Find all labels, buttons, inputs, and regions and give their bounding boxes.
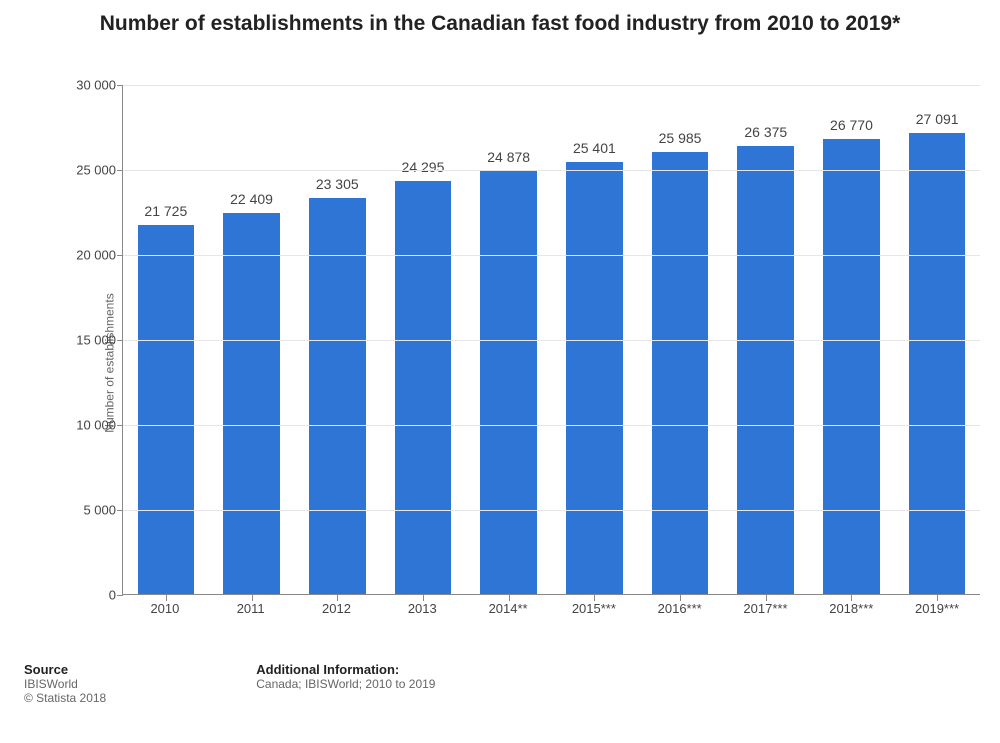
xtick-label: 2018*** (808, 601, 894, 616)
bar: 21 725 (138, 225, 195, 594)
bar: 26 375 (737, 146, 794, 594)
ytick-label: 10 000 (76, 418, 116, 433)
ytick-labels: 05 00010 00015 00020 00025 00030 000 (60, 85, 116, 595)
ytick-mark (117, 85, 123, 86)
gridline (123, 425, 980, 426)
ytick-mark (117, 170, 123, 171)
bar-value-label: 22 409 (230, 191, 273, 207)
ytick-mark (117, 510, 123, 511)
ytick-label: 20 000 (76, 248, 116, 263)
gridline (123, 510, 980, 511)
bar-value-label: 25 985 (659, 130, 702, 146)
gridline (123, 340, 980, 341)
ytick-mark (117, 255, 123, 256)
xtick-label: 2015*** (551, 601, 637, 616)
plot-area: 21 725 22 409 23 305 24 295 24 878 25 401 25 9… (122, 85, 980, 595)
bar-value-label: 27 091 (916, 111, 959, 127)
xtick-labels: 20102011201220132014**2015***2016***2017… (122, 601, 980, 616)
xtick-label: 2016*** (637, 601, 723, 616)
source-line2: © Statista 2018 (24, 691, 106, 705)
xtick-label: 2017*** (723, 601, 809, 616)
bar: 23 305 (309, 198, 366, 594)
bar-value-label: 26 770 (830, 117, 873, 133)
footer: Source IBISWorld © Statista 2018 Additio… (24, 662, 976, 705)
gridline (123, 255, 980, 256)
plot-wrap: Number of establishments 05 00010 00015 … (46, 85, 986, 640)
bar: 27 091 (909, 133, 966, 594)
bar: 25 401 (566, 162, 623, 594)
source-line1: IBISWorld (24, 677, 106, 691)
ytick-label: 5 000 (83, 503, 116, 518)
bar: 25 985 (652, 152, 709, 594)
info-heading: Additional Information: (256, 662, 435, 677)
ytick-label: 0 (109, 588, 116, 603)
bar: 22 409 (223, 213, 280, 594)
ytick-label: 15 000 (76, 333, 116, 348)
bar-value-label: 24 295 (402, 159, 445, 175)
gridline (123, 170, 980, 171)
bar-value-label: 23 305 (316, 176, 359, 192)
xtick-label: 2011 (208, 601, 294, 616)
bar-value-label: 21 725 (144, 203, 187, 219)
bar-value-label: 24 878 (487, 149, 530, 165)
ytick-mark (117, 595, 123, 596)
ytick-label: 25 000 (76, 163, 116, 178)
bar: 24 878 (480, 171, 537, 594)
bar: 24 295 (395, 181, 452, 594)
footer-source: Source IBISWorld © Statista 2018 (24, 662, 106, 705)
ytick-mark (117, 340, 123, 341)
ytick-mark (117, 425, 123, 426)
info-line1: Canada; IBISWorld; 2010 to 2019 (256, 677, 435, 691)
xtick-label: 2013 (379, 601, 465, 616)
gridline (123, 85, 980, 86)
xtick-label: 2010 (122, 601, 208, 616)
bar: 26 770 (823, 139, 880, 594)
bar-value-label: 25 401 (573, 140, 616, 156)
source-heading: Source (24, 662, 106, 677)
bar-value-label: 26 375 (744, 124, 787, 140)
xtick-label: 2012 (294, 601, 380, 616)
xtick-label: 2014** (465, 601, 551, 616)
ytick-label: 30 000 (76, 78, 116, 93)
footer-info: Additional Information: Canada; IBISWorl… (256, 662, 435, 705)
chart-title: Number of establishments in the Canadian… (0, 0, 1000, 37)
xtick-label: 2019*** (894, 601, 980, 616)
